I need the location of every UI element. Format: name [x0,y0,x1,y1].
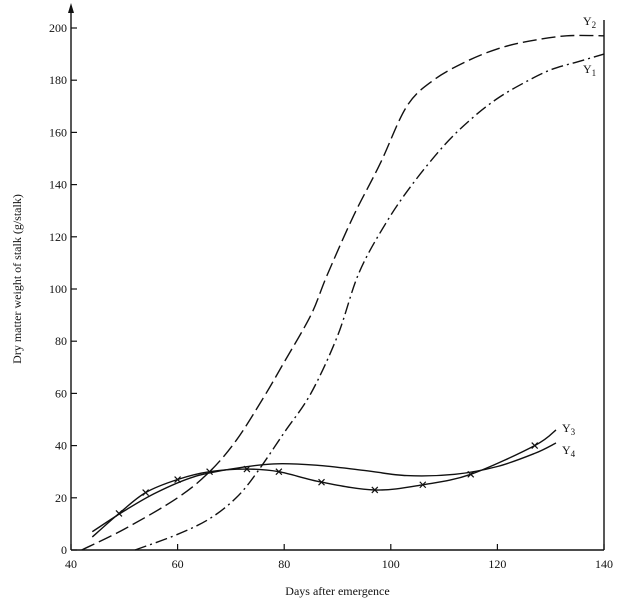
series-line-y1 [134,53,605,551]
data-point-marker [419,481,427,489]
x-axis-title: Days after emergence [285,584,389,598]
data-point-marker [142,489,150,497]
series-layer [81,34,605,551]
data-point-marker [318,478,325,486]
y-tick-label: 100 [49,282,67,296]
series-label-y2: Y2 [583,14,596,30]
y-axis-arrow [68,3,74,13]
y-tick-label: 20 [55,491,67,505]
data-point-marker [371,486,379,494]
data-point-marker [531,442,539,450]
series-label-y3: Y3 [562,421,576,437]
y-tick-label: 60 [55,386,67,400]
y-tick-label: 40 [55,439,67,453]
axes [68,3,605,551]
y-axis-title: Dry matter weight of stalk (g/stalk) [10,194,24,364]
y-tick-label: 140 [49,178,67,192]
x-tick-label: 40 [65,557,77,571]
data-point-marker [275,468,283,476]
x-tick-label: 140 [595,557,613,571]
x-tick-label: 60 [172,557,184,571]
series-label-y1: Y1 [583,62,596,78]
x-tick-label: 100 [382,557,400,571]
series-line-y2 [81,34,605,551]
y-tick-label: 120 [49,230,67,244]
y-tick-label: 160 [49,125,67,139]
series-line-y4 [91,442,557,533]
ticks: 0 20 40 60 80 100 120 140 160 180 200 40 60 80 100 120 1… [49,21,613,571]
series-label-y4: Y4 [562,443,576,459]
y-tick-label: 0 [61,543,67,557]
x-tick-label: 120 [488,557,506,571]
y-tick-label: 200 [49,21,67,35]
series-line-y3 [91,429,557,538]
x-tick-label: 80 [278,557,290,571]
y-tick-label: 180 [49,73,67,87]
y-tick-label: 80 [55,334,67,348]
series-labels: Y1 Y2 Y3 Y4 [562,14,596,459]
